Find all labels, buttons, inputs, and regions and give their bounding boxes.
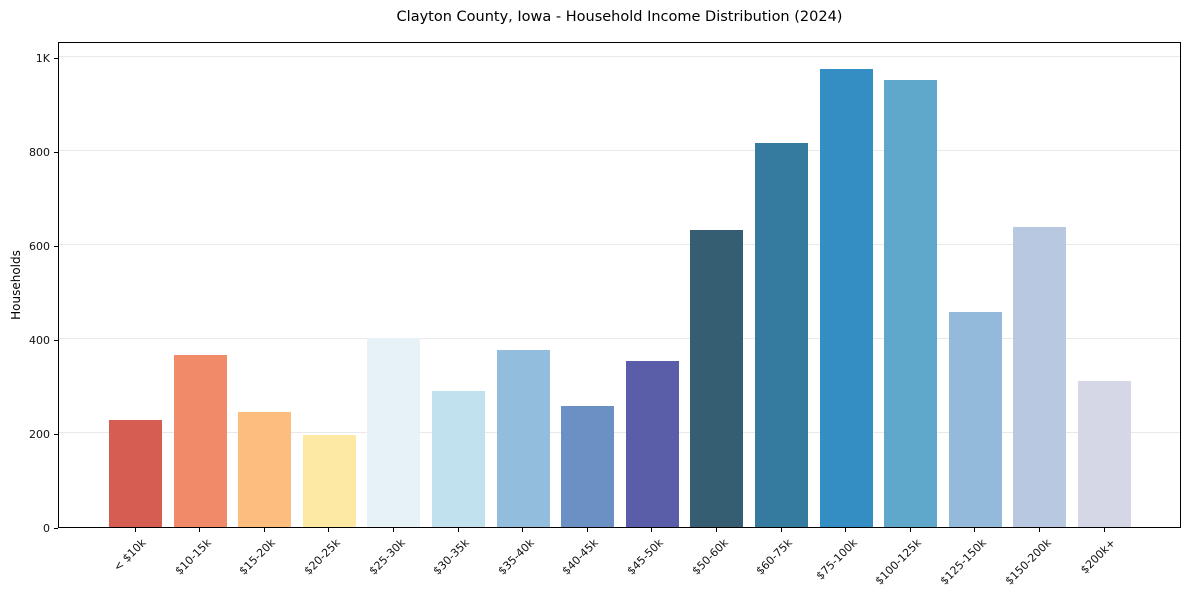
x-tick-mark <box>134 528 136 532</box>
gridline <box>59 56 1180 58</box>
y-tick-label: 1K <box>35 51 50 65</box>
x-tick-mark <box>845 528 847 532</box>
bar-$75-100k <box>819 69 873 527</box>
chart-title: Clayton County, Iowa - Household Income … <box>396 9 843 25</box>
bar-$35-40k <box>496 349 550 527</box>
x-tick-mark <box>392 528 394 532</box>
y-axis-title: Households <box>9 250 23 320</box>
x-tick-label: $10-15k <box>172 536 214 578</box>
y-tick-label: 200 <box>29 427 50 441</box>
y-tick-label: 600 <box>29 239 50 253</box>
bar-$150-200k <box>1013 226 1067 527</box>
bar-$30-35k <box>432 391 485 527</box>
x-tick-label: $60-75k <box>753 536 795 578</box>
x-tick-label: $50-60k <box>689 536 731 578</box>
x-tick-mark <box>199 528 201 532</box>
y-tick-mark <box>54 339 58 341</box>
gridline <box>59 150 1180 152</box>
x-tick-mark <box>974 528 976 532</box>
x-tick-mark <box>715 528 717 532</box>
bar-$10-15k <box>173 355 227 527</box>
x-tick-label: $125-150k <box>937 536 989 588</box>
bar-$60-75k <box>755 143 808 527</box>
x-tick-label: $200k+ <box>1077 536 1118 577</box>
x-tick-mark <box>522 528 524 532</box>
x-tick-label: $25-30k <box>366 536 408 578</box>
x-tick-label: $45-50k <box>624 536 666 578</box>
x-tick-label: $150-200k <box>1002 536 1054 588</box>
x-tick-label: $40-45k <box>559 536 602 578</box>
y-tick-mark <box>54 527 58 529</box>
bar-$40-45k <box>561 406 615 527</box>
bar-$125-150k <box>948 311 1002 527</box>
x-tick-label: $15-20k <box>236 536 279 578</box>
bar-$200k+ <box>1078 380 1131 527</box>
bar-$50-60k <box>690 229 744 527</box>
x-tick-mark <box>328 528 330 532</box>
gridline <box>59 432 1180 434</box>
bar-$20-25k <box>302 435 356 527</box>
x-tick-mark <box>1038 528 1040 532</box>
y-tick-label: 400 <box>29 333 50 347</box>
x-tick-label: $75-100k <box>813 536 860 583</box>
x-tick-label: $100-125k <box>873 536 925 588</box>
y-tick-label: 0 <box>43 521 50 535</box>
x-tick-mark <box>651 528 653 532</box>
x-tick-mark <box>457 528 459 532</box>
bar-$15-20k <box>238 411 292 527</box>
x-tick-mark <box>586 528 588 532</box>
y-tick-label: 800 <box>29 145 50 159</box>
gridline <box>59 244 1180 246</box>
x-tick-mark <box>780 528 782 532</box>
x-tick-label: $30-35k <box>430 536 472 578</box>
y-tick-mark <box>54 57 58 59</box>
y-tick-mark <box>54 151 58 153</box>
x-tick-mark <box>909 528 911 532</box>
bar-$45-50k <box>625 360 679 527</box>
bar-$100-125k <box>884 80 938 527</box>
bar-< $10k <box>109 419 162 527</box>
x-tick-label: $35-40k <box>495 536 537 578</box>
bar-$25-30k <box>367 338 421 527</box>
x-tick-mark <box>1103 528 1105 532</box>
x-tick-label: < $10k <box>111 536 149 574</box>
x-tick-mark <box>263 528 265 532</box>
y-tick-mark <box>54 245 58 247</box>
plot-area <box>58 42 1181 528</box>
y-tick-mark <box>54 433 58 435</box>
gridline <box>59 338 1180 340</box>
x-tick-label: $20-25k <box>301 536 343 578</box>
